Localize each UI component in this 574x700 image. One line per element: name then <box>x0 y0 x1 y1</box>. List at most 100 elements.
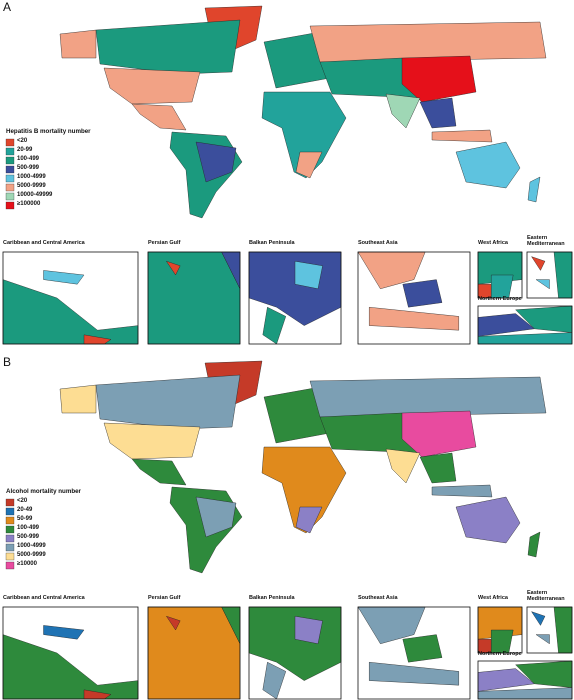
country-region <box>195 496 237 538</box>
inset-border <box>147 251 241 345</box>
country-region <box>59 384 97 414</box>
inset-title: Eastern Mediterranean <box>527 590 565 602</box>
legend-label: 100-499 <box>17 156 40 162</box>
legend-swatch <box>5 534 15 543</box>
legend-swatch <box>5 156 15 165</box>
panel-label: B <box>3 355 12 369</box>
country-region <box>401 410 477 458</box>
inset-border <box>526 606 573 654</box>
legend-title: Hepatitis B mortality number <box>6 128 91 135</box>
inset-region <box>147 606 241 700</box>
inset-region <box>531 256 546 271</box>
legend-swatch <box>5 543 15 552</box>
legend-label: 500-999 <box>17 534 40 540</box>
legend-label: 5000-9999 <box>17 552 46 558</box>
legend-swatch <box>5 525 15 534</box>
legend-label: 500-999 <box>17 165 40 171</box>
country-region <box>431 129 493 143</box>
inset-region <box>294 260 323 290</box>
country-region <box>295 506 323 534</box>
inset-border <box>357 606 471 700</box>
legend-swatch <box>5 174 15 183</box>
legend-title: Alcohol mortality number <box>6 488 81 495</box>
legend-label: ≥100000 <box>17 201 41 207</box>
country-region <box>455 141 521 189</box>
inset-title: Persian Gulf <box>148 595 181 601</box>
legend-swatch <box>5 201 15 210</box>
country-region <box>527 176 541 203</box>
inset-region <box>531 611 546 626</box>
legend-label: 50-99 <box>17 516 33 522</box>
legend-label: 20-49 <box>17 507 33 513</box>
country-region <box>95 19 241 75</box>
legend-label: 10000-49999 <box>17 192 53 198</box>
inset-border <box>477 606 523 654</box>
inset-region <box>43 625 85 640</box>
inset-border <box>2 606 139 700</box>
inset-title: Southeast Asia <box>358 240 398 246</box>
legend-label: 5000-9999 <box>17 183 46 189</box>
country-region <box>431 484 493 498</box>
country-region <box>419 452 457 484</box>
legend-swatch <box>5 507 15 516</box>
country-region <box>95 374 241 430</box>
inset-region <box>535 279 550 290</box>
inset-title: Northern Europe <box>478 651 522 657</box>
inset-title: Caribbean and Central America <box>3 595 85 601</box>
inset-region <box>165 260 181 276</box>
inset-border <box>248 251 342 345</box>
country-region <box>103 422 201 460</box>
inset-border <box>357 251 471 345</box>
inset-title: Southeast Asia <box>358 595 398 601</box>
inset-title: Northern Europe <box>478 296 522 302</box>
legend-swatch <box>5 561 15 570</box>
legend-swatch <box>5 192 15 201</box>
country-region <box>195 141 237 183</box>
legend-swatch <box>5 516 15 525</box>
inset-title: Balkan Peninsula <box>249 240 295 246</box>
legend-swatch <box>5 183 15 192</box>
inset-region <box>535 634 550 645</box>
country-region <box>131 458 187 486</box>
country-region <box>309 376 547 418</box>
inset-border <box>526 251 573 299</box>
country-region <box>385 448 421 484</box>
legend-label: <20 <box>17 138 28 144</box>
legend-swatch <box>5 498 15 507</box>
inset-region <box>402 279 443 308</box>
legend-swatch <box>5 147 15 156</box>
country-region <box>103 67 201 105</box>
legend-label: 1000-4999 <box>17 543 46 549</box>
inset-border <box>2 251 139 345</box>
inset-border <box>477 251 523 299</box>
inset-border <box>477 660 573 700</box>
inset-region <box>369 661 459 686</box>
country-region <box>455 496 521 544</box>
inset-border <box>147 606 241 700</box>
inset-region <box>147 251 241 345</box>
country-region <box>261 91 347 179</box>
legend-label: ≥10000 <box>17 561 37 567</box>
country-region <box>385 93 421 129</box>
inset-title: Caribbean and Central America <box>3 240 85 246</box>
inset-region <box>369 306 459 331</box>
country-region <box>261 446 347 534</box>
legend-label: 20-99 <box>17 147 33 153</box>
country-region <box>295 151 323 179</box>
legend-label: 1000-4999 <box>17 174 46 180</box>
panel-label: A <box>3 0 12 14</box>
legend-swatch <box>5 138 15 147</box>
inset-border <box>477 305 573 345</box>
inset-title: Persian Gulf <box>148 240 181 246</box>
inset-title: Balkan Peninsula <box>249 595 295 601</box>
country-region <box>401 55 477 103</box>
inset-title: West Africa <box>478 595 508 601</box>
inset-title: West Africa <box>478 240 508 246</box>
inset-region <box>402 634 443 663</box>
country-region <box>527 531 541 558</box>
inset-border <box>248 606 342 700</box>
inset-title: Eastern Mediterranean <box>527 235 565 247</box>
inset-region <box>165 615 181 631</box>
legend-swatch <box>5 165 15 174</box>
